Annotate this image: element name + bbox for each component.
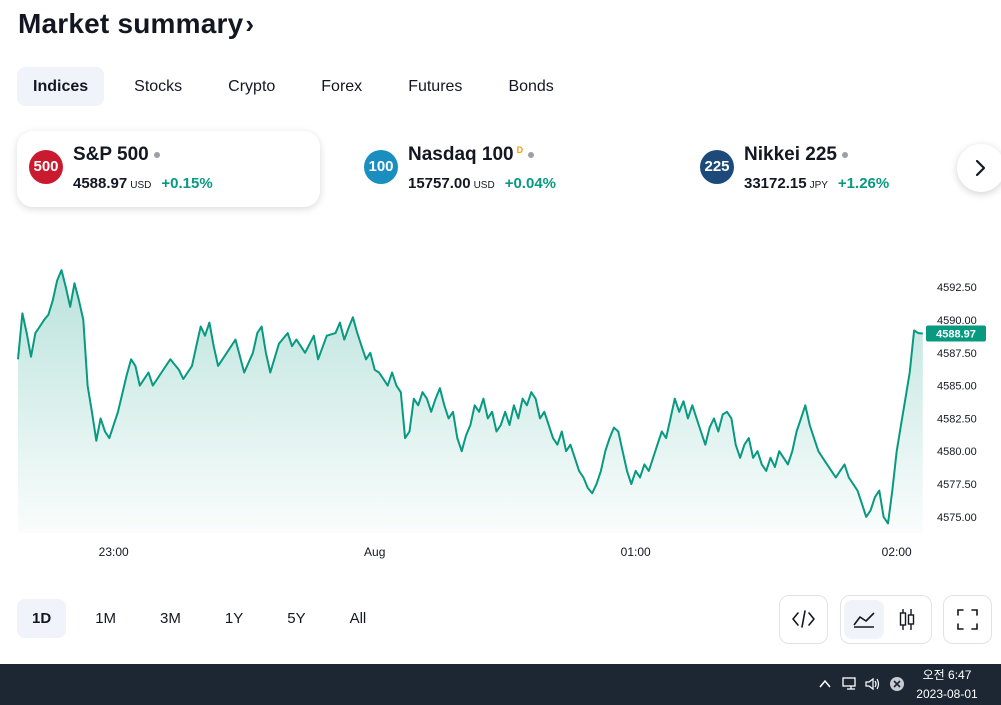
sp500-badge: 500 [29,150,63,184]
chevron-up-icon[interactable] [818,678,832,690]
close-circle-icon[interactable] [889,676,905,692]
index-price: 33172.15 [744,175,807,192]
y-tick-label: 4580.00 [937,446,977,458]
range-1y[interactable]: 1Y [224,610,244,627]
price-chart[interactable]: 4592.50 4590.00 4587.50 4585.00 4582.50 4580.… [0,215,1001,570]
index-currency: JPY [809,180,828,191]
index-price: 4588.97 [73,175,128,192]
index-name-text: Nikkei 225 [744,144,837,165]
x-tick-label: 23:00 [99,545,129,559]
index-quote: 33172.15 JPY +1.26% [744,175,889,192]
taskbar: 오전 6:47 2023-08-01 [0,664,1001,705]
chevron-right-icon [975,159,986,177]
fullscreen-icon [957,609,978,630]
range-3m[interactable]: 3M [160,610,181,627]
status-dot-icon [153,151,160,158]
index-change: +0.04% [504,175,556,192]
price-line [17,269,923,525]
taskbar-clock[interactable]: 오전 6:47 2023-08-01 [905,666,989,704]
network-icon[interactable] [841,676,859,692]
page-title[interactable]: Market summary› [18,8,254,40]
index-currency: USD [130,180,152,191]
index-card-nasdaq100[interactable]: 100 Nasdaq 100 D 15757.00 USD +0.04% [352,131,655,207]
y-tick-label: 4577.50 [937,479,977,491]
area-style-button[interactable] [844,600,884,639]
index-change: +0.15% [161,175,213,192]
clock-date: 2023-08-01 [916,687,978,701]
index-price: 15757.00 [408,175,471,192]
range-all[interactable]: All [349,610,367,627]
market-tabs: Indices Stocks Crypto Forex Futures Bond… [17,67,584,106]
title-text: Market summary [18,8,244,39]
embed-button[interactable] [779,595,828,644]
nasdaq100-badge: 100 [364,150,398,184]
last-price-marker [926,325,986,342]
clock-time: 오전 6:47 [922,668,972,682]
index-name: S&P 500 [73,144,160,166]
code-icon [792,610,815,628]
index-quote: 4588.97 USD +0.15% [73,175,213,192]
area-chart-icon [853,612,875,628]
index-name-text: S&P 500 [73,144,149,165]
y-tick-label: 4582.50 [937,413,977,425]
nikkei225-badge: 225 [700,150,734,184]
status-dot-icon [841,151,848,158]
tab-stocks[interactable]: Stocks [134,78,183,95]
chevron-right-icon: › [245,9,255,39]
last-price-label: 4588.97 [936,328,976,340]
candlestick-icon [899,609,915,630]
index-quote: 15757.00 USD +0.04% [408,175,556,192]
tab-futures[interactable]: Futures [408,78,463,95]
carousel-next-button[interactable] [957,144,1001,192]
range-5y[interactable]: 5Y [287,610,306,627]
index-card-nikkei225[interactable]: 225 Nikkei 225 33172.15 JPY +1.26% [688,131,991,207]
x-tick-label: 02:00 [882,545,912,559]
y-tick-label: 4585.00 [937,381,977,393]
status-dot-icon [528,151,535,158]
index-currency: USD [473,180,495,191]
delayed-tag: D [516,144,524,155]
tab-indices[interactable]: Indices [17,67,105,106]
index-name-text: Nasdaq 100 [408,144,514,165]
range-selector: 1D 1M 3M 1Y 5Y All [17,599,395,638]
chart-style-toggle [840,595,932,644]
y-tick-label: 4592.50 [937,282,977,294]
range-1m[interactable]: 1M [95,610,117,627]
tab-bonds[interactable]: Bonds [508,78,554,95]
volume-icon[interactable] [864,676,882,692]
y-tick-label: 4575.00 [937,512,977,524]
x-tick-label: 01:00 [621,545,651,559]
tab-crypto[interactable]: Crypto [228,78,276,95]
fullscreen-button[interactable] [943,595,992,644]
x-tick-label: Aug [364,545,385,559]
price-area [18,270,923,533]
range-1d[interactable]: 1D [17,599,67,638]
tab-forex[interactable]: Forex [321,78,363,95]
y-tick-label: 4587.50 [937,348,977,360]
index-name: Nasdaq 100 D [408,144,535,166]
y-tick-label: 4590.00 [937,315,977,327]
index-name: Nikkei 225 [744,144,848,166]
candle-style-button[interactable] [887,600,927,639]
index-change: +1.26% [837,175,890,192]
index-card-sp500[interactable]: 500 S&P 500 4588.97 USD +0.15% [17,131,320,207]
